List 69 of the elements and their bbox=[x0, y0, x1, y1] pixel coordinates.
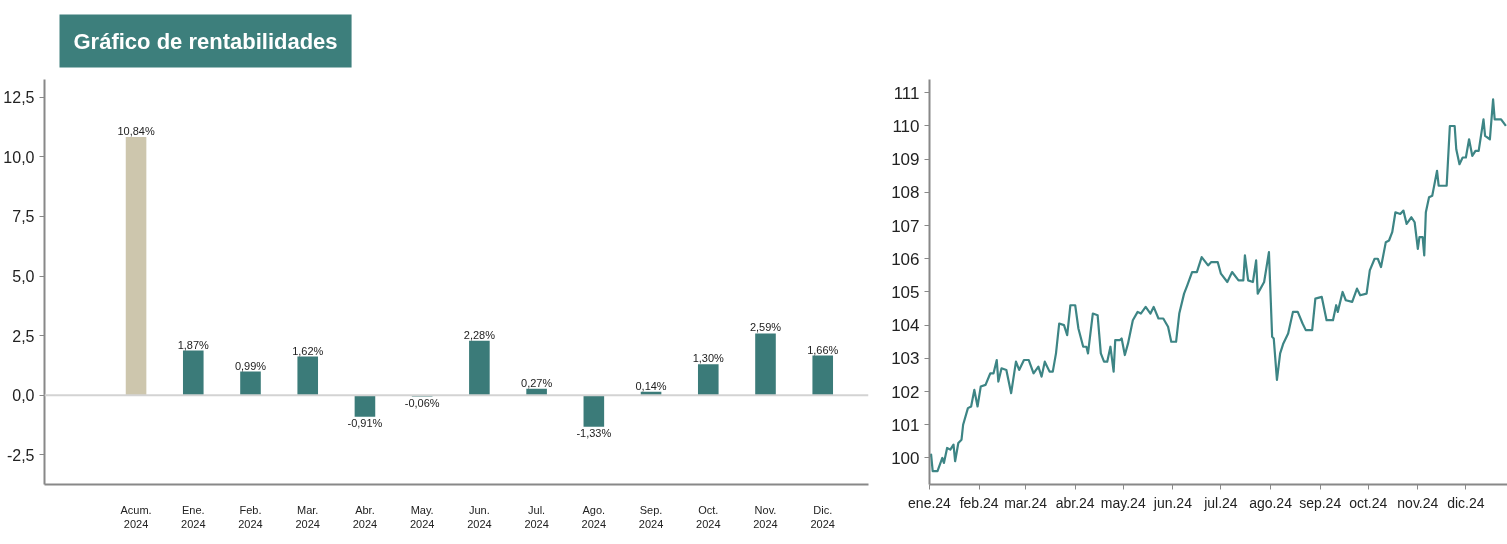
data-label: 2,28% bbox=[463, 328, 496, 341]
y-tick-label: 109 bbox=[891, 150, 920, 170]
data-label: 0,27% bbox=[521, 376, 553, 389]
y-tick-label: 5,0 bbox=[12, 268, 35, 286]
y-tick-label: 10,0 bbox=[3, 148, 35, 166]
y-tick-label: 12,5 bbox=[3, 89, 35, 107]
data-label: 10,84% bbox=[117, 124, 155, 137]
y-tick-label: 104 bbox=[891, 316, 920, 336]
x-tick-label: Mar. 2024 bbox=[295, 503, 320, 530]
x-tick-label: abr.24 bbox=[1055, 494, 1095, 511]
data-label: -0,91% bbox=[347, 416, 383, 429]
line-series bbox=[929, 98, 1507, 473]
x-tick-label: Ago. 2024 bbox=[581, 503, 607, 530]
y-tick-label: 108 bbox=[891, 183, 920, 203]
data-label: 2,59% bbox=[749, 321, 782, 334]
y-tick-label: 7,5 bbox=[12, 208, 35, 226]
bar bbox=[125, 136, 147, 396]
bar bbox=[297, 356, 319, 396]
x-tick-label: Abr. 2024 bbox=[352, 503, 378, 530]
bar bbox=[182, 350, 204, 396]
data-label: 0,99% bbox=[234, 359, 267, 372]
y-tick-label: 107 bbox=[891, 216, 920, 236]
x-tick-label: mar.24 bbox=[1004, 494, 1048, 511]
bar bbox=[755, 333, 776, 396]
data-label: -0,06% bbox=[404, 396, 440, 409]
x-tick-label: Sep. 2024 bbox=[638, 503, 664, 530]
bar bbox=[240, 371, 261, 396]
bar bbox=[354, 395, 376, 417]
y-tick-label: 106 bbox=[891, 249, 920, 269]
x-tick-label: Dic. 2024 bbox=[810, 503, 835, 530]
y-tick-label: 111 bbox=[893, 83, 920, 103]
x-tick-label: Feb. 2024 bbox=[238, 503, 263, 530]
y-tick-label: 102 bbox=[891, 382, 920, 402]
y-tick-label: -2,5 bbox=[6, 446, 35, 464]
x-tick-label: may.24 bbox=[1100, 494, 1146, 511]
x-tick-label: Ene. 2024 bbox=[181, 503, 206, 530]
y-tick-label: 100 bbox=[891, 448, 920, 468]
data-label: 1,62% bbox=[292, 344, 324, 357]
x-tick-label: May. 2024 bbox=[409, 503, 435, 530]
y-tick-label: 101 bbox=[891, 415, 920, 435]
y-tick-label: 105 bbox=[891, 282, 920, 302]
x-tick-label: feb.24 bbox=[959, 494, 999, 511]
data-label: 1,87% bbox=[177, 338, 210, 351]
y-tick-label: 2,5 bbox=[12, 327, 35, 345]
data-label: 1,30% bbox=[692, 352, 725, 365]
y-tick-label: 110 bbox=[892, 116, 920, 136]
x-tick-label: nov.24 bbox=[1397, 494, 1439, 511]
x-tick-label: jul.24 bbox=[1203, 494, 1238, 511]
x-tick-label: Jul. 2024 bbox=[524, 503, 549, 530]
x-tick-label: Jun. 2024 bbox=[467, 503, 492, 530]
data-label: -1,33% bbox=[576, 426, 612, 439]
x-tick-label: Acum. 2024 bbox=[120, 503, 152, 530]
x-tick-label: oct.24 bbox=[1349, 494, 1388, 511]
x-tick-label: ago.24 bbox=[1249, 494, 1293, 511]
data-label: 1,66% bbox=[807, 343, 839, 356]
x-tick-label: jun.24 bbox=[1152, 494, 1193, 511]
bar bbox=[812, 355, 834, 396]
x-tick-label: Nov. 2024 bbox=[753, 503, 778, 530]
x-tick-label: sep.24 bbox=[1299, 494, 1342, 511]
x-tick-label: ene.24 bbox=[908, 494, 952, 511]
bar bbox=[583, 395, 605, 427]
bar bbox=[697, 364, 719, 396]
chart-title: Gráfico de rentabilidades bbox=[73, 28, 338, 54]
x-tick-label: dic.24 bbox=[1447, 494, 1485, 511]
data-label: 0,14% bbox=[635, 379, 667, 392]
y-tick-label: 0,0 bbox=[12, 387, 35, 405]
bar bbox=[469, 340, 490, 396]
y-tick-label: 103 bbox=[891, 349, 920, 369]
x-tick-label: Oct. 2024 bbox=[696, 503, 721, 530]
